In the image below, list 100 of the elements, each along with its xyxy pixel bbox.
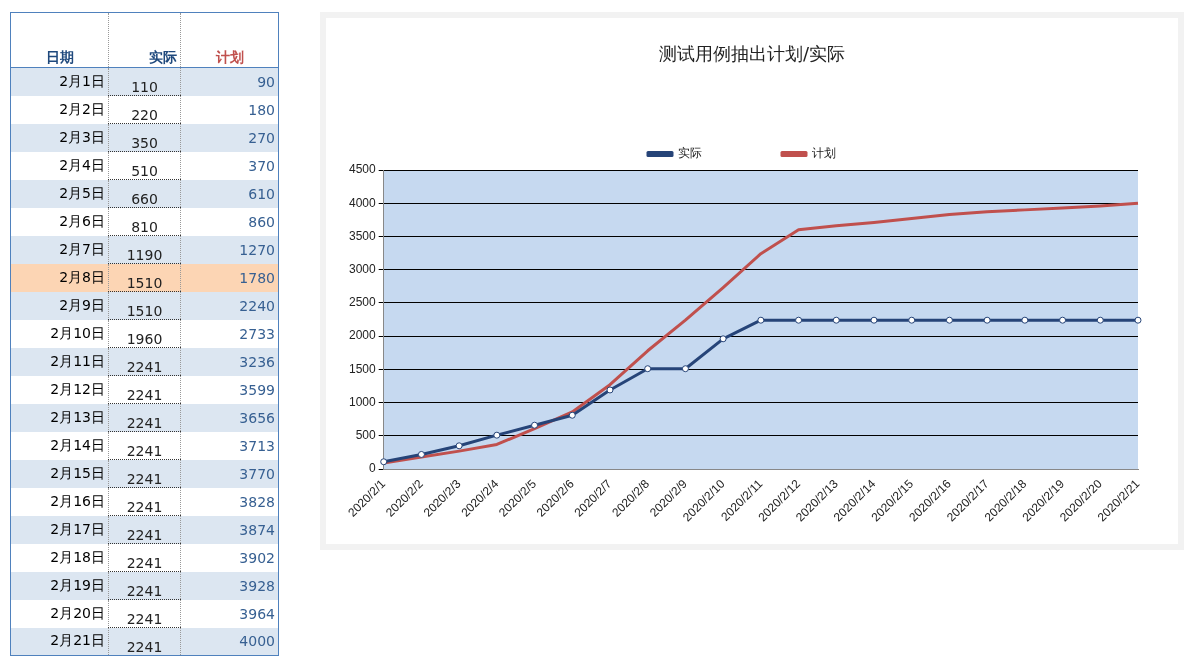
category-label: 2月14日 [10, 431, 109, 460]
category-label: 2月13日 [10, 403, 109, 432]
data-label: 3874 [180, 515, 279, 544]
point [568, 411, 576, 419]
point [983, 316, 991, 324]
point [870, 316, 878, 324]
data-label: 2733 [180, 319, 279, 348]
point [644, 365, 652, 373]
text: 日期 [10, 12, 109, 68]
y-tick-label: 500 [355, 428, 377, 443]
data-label: 2241 [108, 403, 181, 432]
category-label: 2月1日 [10, 67, 109, 96]
data-label: 3902 [180, 543, 279, 572]
category-label: 2月18日 [10, 543, 109, 572]
data-label: 90 [180, 67, 279, 96]
data-label: 2241 [108, 459, 181, 488]
point [795, 316, 803, 324]
point [681, 365, 689, 373]
data-label: 3964 [180, 599, 279, 628]
data-label: 1190 [108, 235, 181, 264]
point [455, 442, 463, 450]
point [380, 458, 388, 466]
data-label: 2240 [180, 291, 279, 320]
legend-label: 计划 [812, 146, 836, 161]
point [1134, 316, 1142, 324]
data-label: 3770 [180, 459, 279, 488]
data-label: 1960 [108, 319, 181, 348]
point [606, 386, 614, 394]
y-tick-label: 1500 [348, 361, 377, 376]
data-label: 660 [108, 179, 181, 208]
data-label: 4000 [180, 627, 279, 656]
category-label: 2月8日 [10, 263, 109, 292]
point [908, 316, 916, 324]
category-label: 2月20日 [10, 599, 109, 628]
y-tick-label: 1000 [348, 394, 377, 409]
data-label: 3599 [180, 375, 279, 404]
y-tick-label: 0 [369, 461, 377, 476]
point [417, 450, 425, 458]
data-label: 860 [180, 207, 279, 236]
data-label: 1780 [180, 263, 279, 292]
data-label: 2241 [108, 543, 181, 572]
data-label: 2241 [108, 599, 181, 628]
point [1021, 316, 1029, 324]
chart-title: 测试用例抽出计划/实际 [657, 42, 847, 66]
category-label: 2月7日 [10, 235, 109, 264]
category-label: 2月3日 [10, 123, 109, 152]
data-label: 180 [180, 95, 279, 124]
legend-label: 实际 [678, 146, 702, 161]
point [832, 316, 840, 324]
point [1059, 316, 1067, 324]
point [945, 316, 953, 324]
category-label: 2月16日 [10, 487, 109, 516]
data-label: 3828 [180, 487, 279, 516]
data-label: 810 [108, 207, 181, 236]
data-label: 1510 [108, 263, 181, 292]
category-label: 2月6日 [10, 207, 109, 236]
point [493, 431, 501, 439]
data-label: 2241 [108, 431, 181, 460]
data-label: 2241 [108, 627, 181, 656]
category-label: 2月17日 [10, 515, 109, 544]
y-tick-label: 3000 [348, 262, 377, 276]
point [531, 421, 539, 429]
category-label: 2月21日 [10, 627, 109, 656]
data-label: 3713 [180, 431, 279, 460]
category-label: 2月11日 [10, 347, 109, 376]
data-label: 2241 [108, 487, 181, 516]
y-tick-label: 4000 [348, 195, 377, 210]
category-label: 2月5日 [10, 179, 109, 208]
category-label: 2月10日 [10, 319, 109, 348]
data-label: 1270 [180, 235, 279, 264]
category-label: 2月12日 [10, 375, 109, 404]
data-label: 2241 [108, 571, 181, 600]
data-label: 3656 [180, 403, 279, 432]
series-label: 计划 [180, 12, 279, 68]
series-label: 实际 [108, 12, 181, 68]
data-label: 2241 [108, 347, 181, 376]
data-label: 610 [180, 179, 279, 208]
y-tick-label: 3500 [348, 228, 377, 243]
data-label: 1510 [108, 291, 181, 320]
category-label: 2月4日 [10, 151, 109, 180]
category-label: 2月15日 [10, 459, 109, 488]
y-tick-label: 2500 [348, 295, 377, 310]
data-label: 350 [108, 123, 181, 152]
data-label: 2241 [108, 375, 181, 404]
data-label: 3928 [180, 571, 279, 600]
y-tick-label: 4500 [348, 162, 377, 177]
data-label: 220 [108, 95, 181, 124]
data-label: 110 [108, 67, 181, 96]
point [719, 335, 727, 343]
data-label: 3236 [180, 347, 279, 376]
data-label: 2241 [108, 515, 181, 544]
data-label: 510 [108, 151, 181, 180]
category-label: 2月19日 [10, 571, 109, 600]
category-label: 2月2日 [10, 95, 109, 124]
data-label: 270 [180, 123, 279, 152]
data-label: 370 [180, 151, 279, 180]
category-label: 2月9日 [10, 291, 109, 320]
y-tick-label: 2000 [348, 328, 377, 343]
point [757, 316, 765, 324]
point [1096, 316, 1104, 324]
